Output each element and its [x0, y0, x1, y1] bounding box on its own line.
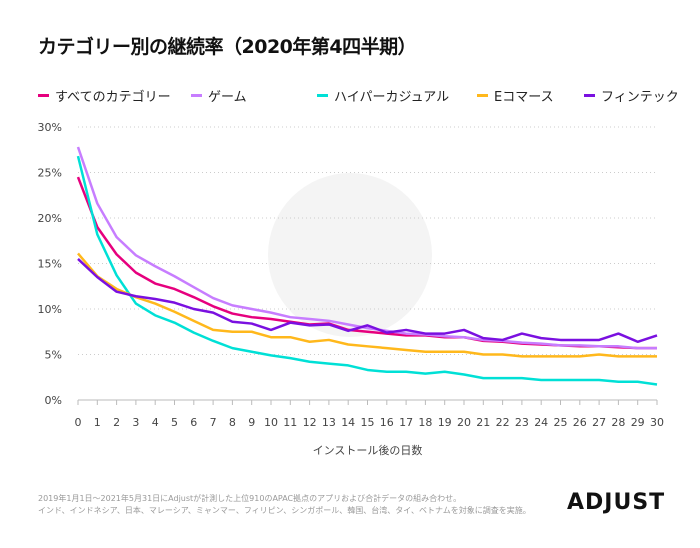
series-line-2: [76, 155, 658, 386]
legend-swatch: [317, 94, 328, 97]
x-tick-label: 20: [457, 416, 471, 429]
x-tick-label: 8: [229, 416, 236, 429]
legend-item: Eコマース: [477, 86, 584, 105]
legend-item: すべてのカテゴリー: [38, 86, 191, 105]
x-tick-label: 4: [152, 416, 159, 429]
x-tick-label: 10: [264, 416, 278, 429]
watermark-logo: [268, 173, 432, 337]
x-tick-label: 26: [573, 416, 587, 429]
legend-label: ゲーム: [208, 90, 247, 105]
x-tick-label: 11: [283, 416, 297, 429]
chart-title: カテゴリー別の継続率（2020年第4四半期）: [38, 36, 417, 58]
x-tick-label: 22: [496, 416, 510, 429]
x-tick-label: 14: [341, 416, 355, 429]
series-line-4: [77, 258, 658, 344]
x-tick-label: 29: [631, 416, 645, 429]
x-axis-label: インストール後の日数: [313, 443, 423, 457]
y-tick-label: 30%: [38, 121, 62, 134]
series-line-3: [77, 252, 657, 358]
y-tick-label: 20%: [38, 212, 62, 225]
adjust-logo: ADJUST: [567, 490, 666, 515]
x-tick-label: 18: [418, 416, 432, 429]
legend: すべてのカテゴリー ゲーム ハイパーカジュアル Eコマース フィンテック: [38, 86, 700, 105]
legend-swatch: [584, 94, 595, 97]
x-tick-label: 17: [399, 416, 413, 429]
series-line-1: [76, 146, 657, 350]
x-tick-label: 2: [113, 416, 120, 429]
x-tick-label: 16: [380, 416, 394, 429]
x-tick-label: 28: [611, 416, 625, 429]
legend-item: ハイパーカジュアル: [317, 86, 477, 105]
x-tick-label: 15: [361, 416, 375, 429]
footnote-line-2: インド、インドネシア、日本、マレーシア、ミャンマー、フィリピン、シンガポール、韓…: [38, 506, 531, 515]
legend-swatch: [38, 94, 49, 97]
y-tick-label: 15%: [38, 258, 62, 271]
x-tick-label: 19: [438, 416, 452, 429]
x-tick-label: 13: [322, 416, 336, 429]
x-tick-label: 6: [190, 416, 197, 429]
legend-swatch: [477, 94, 488, 97]
x-tick-label: 5: [171, 416, 178, 429]
x-tick-label: 24: [534, 416, 548, 429]
legend-label: Eコマース: [494, 90, 554, 105]
legend-label: すべてのカテゴリー: [55, 90, 171, 105]
x-tick-label: 0: [75, 416, 82, 429]
legend-label: ハイパーカジュアル: [334, 90, 450, 105]
legend-item: フィンテック: [584, 86, 700, 105]
x-tick-label: 9: [248, 416, 255, 429]
y-tick-label: 5%: [45, 349, 62, 362]
x-tick-label: 1: [94, 416, 101, 429]
x-tick-label: 7: [210, 416, 217, 429]
x-tick-label: 12: [303, 416, 317, 429]
x-tick-label: 30: [650, 416, 664, 429]
x-tick-label: 21: [476, 416, 490, 429]
y-tick-label: 25%: [38, 167, 62, 180]
x-tick-label: 27: [592, 416, 606, 429]
x-tick-label: 3: [132, 416, 139, 429]
legend-item: ゲーム: [191, 86, 317, 105]
x-tick-label: 23: [515, 416, 529, 429]
y-tick-label: 0%: [45, 394, 62, 407]
x-tick-label: 25: [554, 416, 568, 429]
legend-label: フィンテック: [601, 90, 679, 105]
y-tick-label: 10%: [38, 303, 62, 316]
footnote-line-1: 2019年1月1日～2021年5月31日にAdjustが計測した上位910のAP…: [38, 494, 462, 503]
legend-swatch: [191, 94, 202, 97]
